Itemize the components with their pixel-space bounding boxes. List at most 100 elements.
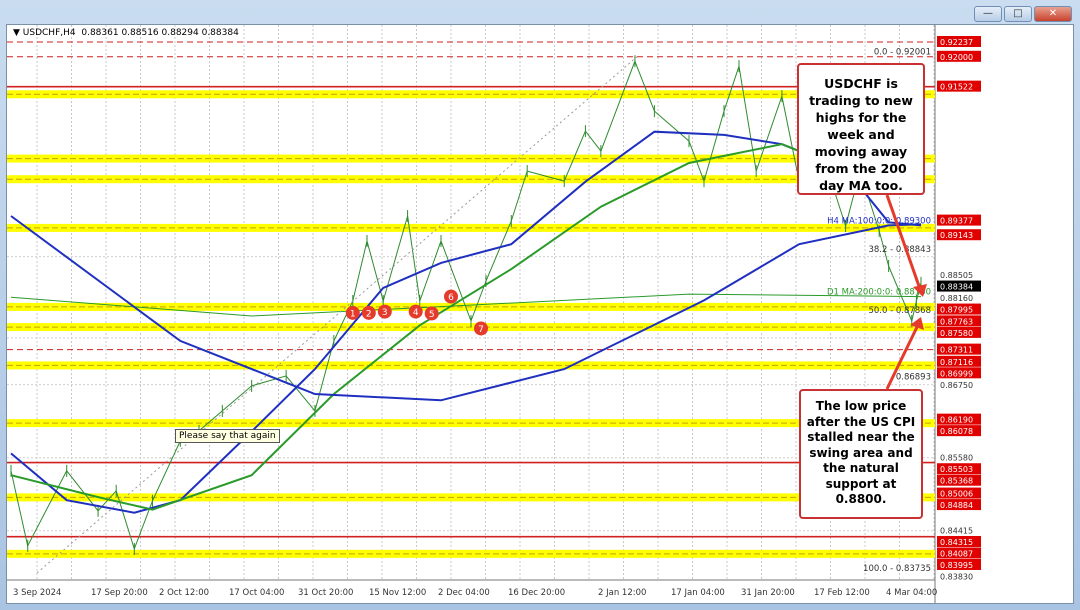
swing-marker [377,304,392,319]
price-tag: 0.87311 [940,346,973,355]
price-tag-bg [937,343,981,355]
price-tag-bg [937,547,981,559]
price-tag: 0.87580 [940,329,973,338]
price-tag: 0.91522 [940,83,973,92]
price-tag-bg [937,367,981,379]
swing-marker [345,305,360,320]
symbol-header: ▼ USDCHF,H4 0.88361 0.88516 0.88294 0.88… [13,28,239,38]
fib-trendline [36,56,638,574]
swing-marker [408,304,423,319]
swing-marker-number: 2 [366,309,372,319]
swing-marker-number: 1 [350,309,356,319]
time-tick: 2 Jan 12:00 [598,588,646,598]
price-tag: 0.84884 [940,501,973,510]
price-tag-bg [937,315,981,327]
series-long-ma [10,215,922,402]
price-tag-bg [937,499,981,511]
price-tag: 0.88505 [940,271,973,280]
fib-label: 50.0 - 0.87868 [868,306,931,316]
chart-canvas: 0.0 - 0.92001 38.2 - 0.88843 50.0 - 0.8786… [7,25,981,603]
arrow-to-low [885,324,920,390]
arrow-head [910,317,924,330]
fib-label: 100.0 - 0.83735 [863,564,931,574]
price-tag: 0.84415 [940,526,973,535]
swing-marker-number: 3 [382,308,388,318]
price-tag-bg [937,413,981,425]
price-tag-bg [937,214,981,226]
price-tag-bg [937,355,981,367]
price-tag: 0.92000 [940,53,973,62]
callout-cpi-low: The low price after the US CPI stalled n… [799,389,923,519]
time-tick: 17 Sep 20:00 [91,588,148,598]
price-tag-bg [937,425,981,437]
price-tag-bg [937,487,981,499]
price-tag: 0.89143 [940,231,973,240]
series-h4-ma-100 [10,130,922,514]
ma-label: D1 MA:200:0:0: 0.88160 [827,288,931,298]
price-tag-bg [937,229,981,241]
time-tick: 16 Dec 20:00 [508,588,565,598]
maximize-button[interactable]: □ [1004,6,1032,22]
time-tick: 3 Sep 2024 [13,588,61,598]
price-chart[interactable]: 0.0 - 0.92001 38.2 - 0.88843 50.0 - 0.8786… [6,24,1074,604]
price-tag-bg [937,463,981,475]
price-tag-bg [937,36,981,47]
partial-price-label: 0.86893 [896,372,931,382]
price-tag-bg [937,80,981,92]
price-tag-bg [937,303,981,315]
price-tag: 0.84087 [940,549,973,558]
price-tag: 0.87116 [940,358,973,367]
time-tick: 17 Jan 04:00 [671,588,725,598]
swing-marker [474,321,488,336]
series-h4-ma-200 [10,143,889,511]
price-tag: 0.83995 [940,561,973,570]
swing-marker [361,305,376,320]
arrow-head [913,284,927,297]
price-tag-bg [937,474,981,486]
ma-label: H4 MA:100:0:0: 0.89300 [827,216,931,226]
time-tick: 2 Dec 04:00 [438,588,490,598]
price-tag: 0.88384 [940,283,973,292]
price-tag: 0.86999 [940,369,973,378]
price-tag: 0.88160 [940,294,973,303]
swing-marker-number: 6 [448,293,454,303]
swing-marker [424,306,439,321]
price-tag-bg [937,535,981,547]
price-tag-bg [937,326,981,338]
time-tick: 17 Feb 12:00 [814,588,870,598]
fib-label: 0.0 - 0.92001 [874,48,931,58]
series-d1-ma-200 [10,293,922,317]
price-tag: 0.85368 [940,477,973,486]
price-tag-bg [937,558,981,570]
price-tag: 0.86750 [940,381,973,390]
price-tag: 0.92237 [940,38,973,47]
swing-marker-number: 4 [413,308,419,318]
fib-label: 38.2 - 0.88843 [868,245,931,255]
minimize-button[interactable]: — [974,6,1002,22]
price-tag-bg [937,50,981,62]
window-controls: — □ ✕ [974,6,1072,22]
swing-marker-number: 5 [429,310,435,320]
price-tag: 0.84315 [940,538,973,547]
price-tag: 0.86078 [940,427,973,436]
price-tag: 0.87763 [940,317,973,326]
time-tick: 4 Mar 04:00 [886,588,937,598]
swing-marker-number: 7 [478,325,484,335]
swing-marker [444,289,458,304]
time-tick: 15 Nov 12:00 [369,588,426,598]
time-tick: 17 Oct 04:00 [229,588,284,598]
callout-new-highs: USDCHF is trading to new highs for the w… [797,63,925,195]
time-tick: 31 Oct 20:00 [298,588,353,598]
price-tag: 0.86190 [940,416,973,425]
close-button[interactable]: ✕ [1034,6,1072,22]
price-tag: 0.85006 [940,490,973,499]
time-tick: 31 Jan 20:00 [741,588,795,598]
price-tag-bg [937,280,981,292]
price-tag: 0.87995 [940,306,973,315]
time-tick: 2 Oct 12:00 [159,588,209,598]
price-tag: 0.85580 [940,454,973,463]
symbol-label: USDCHF,H4 [22,28,76,38]
tooltip: Please say that again [175,429,280,443]
price-tag: 0.89377 [940,217,973,226]
